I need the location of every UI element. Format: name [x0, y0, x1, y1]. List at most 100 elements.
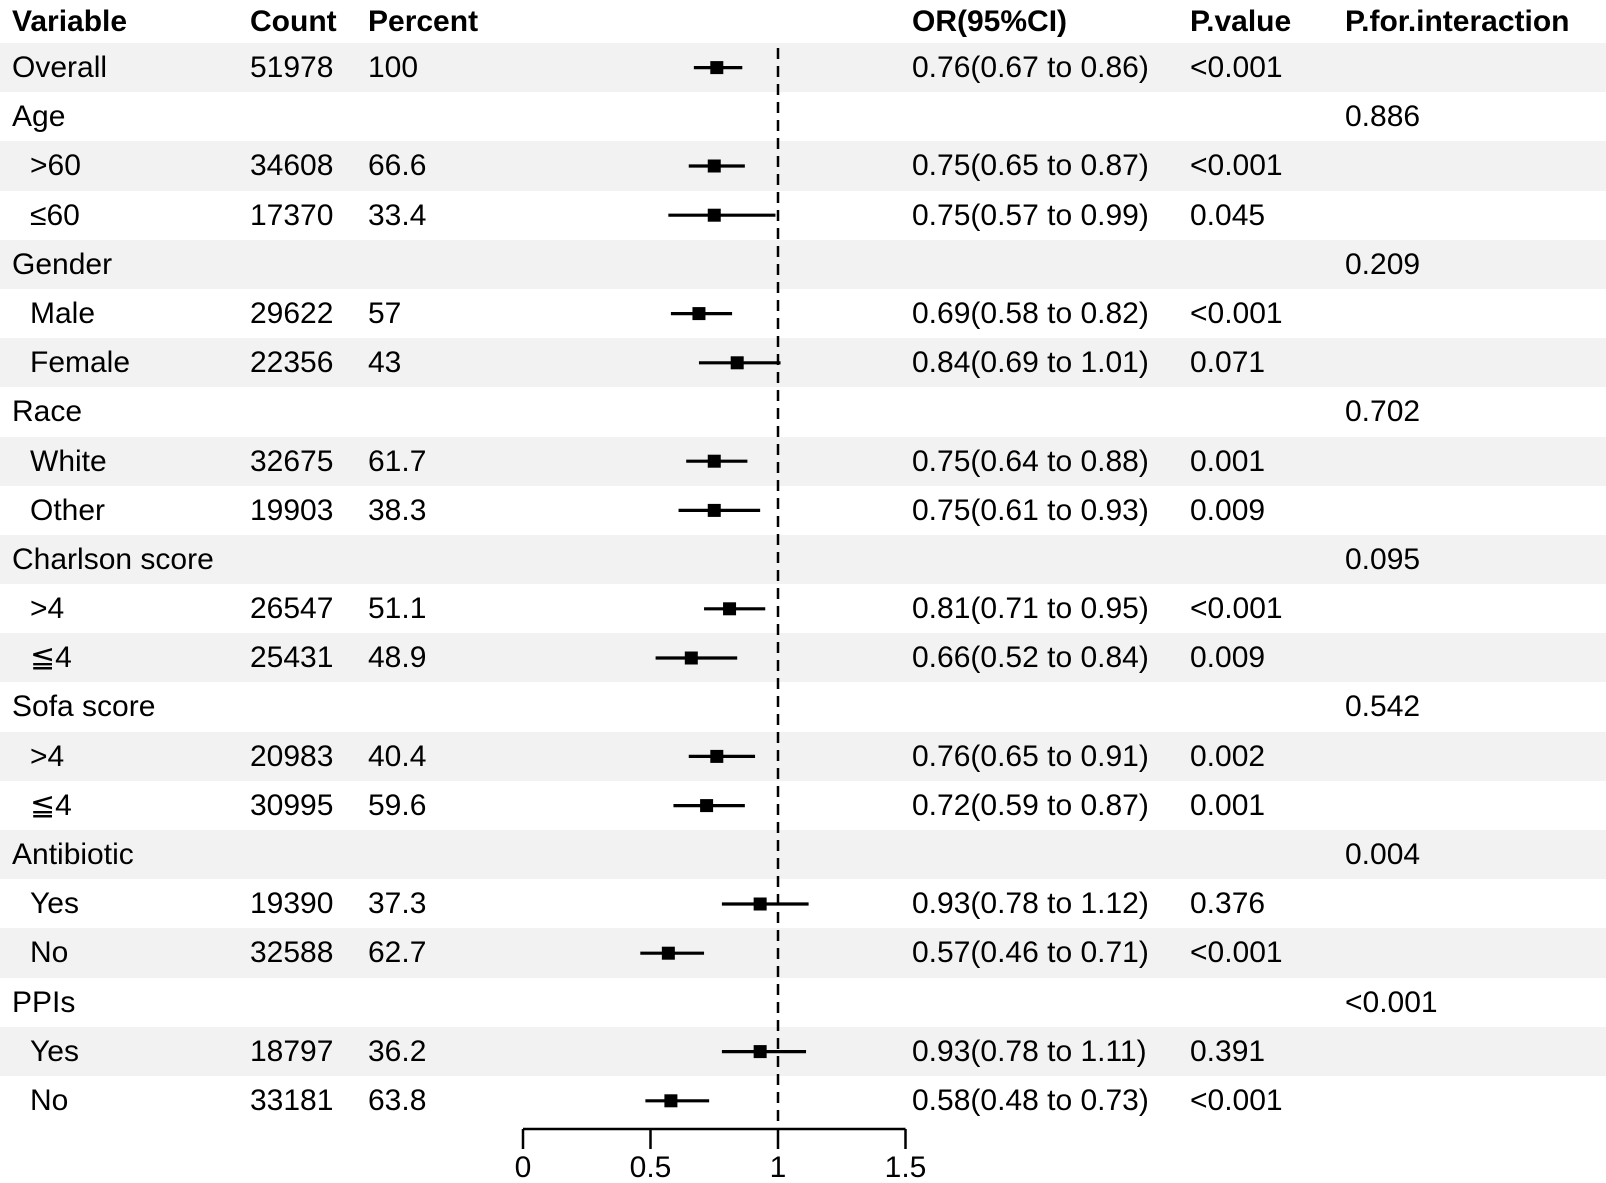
count-cell: 26547 — [250, 592, 334, 626]
or-ci-cell: 0.75(0.64 to 0.88) — [912, 444, 1149, 478]
variable-cell: >4 — [30, 592, 65, 626]
table-row: Overall 51978 100 0.76(0.67 to 0.86) <0.001 — [0, 43, 1606, 93]
variable-cell: Age — [12, 100, 66, 134]
variable-cell: No — [30, 936, 69, 970]
count-cell: 51978 — [250, 51, 334, 84]
percent-cell: 43 — [368, 346, 402, 380]
p-value-cell: 0.376 — [1190, 887, 1266, 921]
p-value-cell: <0.001 — [1190, 51, 1283, 84]
variable-cell: PPIs — [12, 985, 76, 1019]
or-ci-cell: 0.75(0.61 to 0.93) — [912, 493, 1149, 527]
variable-cell: Race — [12, 395, 83, 429]
column-header-or-ci: OR(95%CI) — [912, 5, 1068, 38]
p-value-cell: 0.001 — [1190, 444, 1266, 478]
variable-cell: Male — [30, 296, 96, 330]
count-cell: 34608 — [250, 149, 334, 183]
p-value-cell: 0.001 — [1190, 788, 1266, 822]
table-row: >4 26547 51.1 0.81(0.71 to 0.95) <0.001 — [0, 584, 1606, 633]
p-interaction-cell: 0.209 — [1345, 247, 1421, 281]
or-ci-cell: 0.75(0.65 to 0.87) — [912, 149, 1149, 183]
percent-cell: 36.2 — [368, 1034, 427, 1068]
p-value-cell: <0.001 — [1190, 149, 1283, 183]
column-header-percent: Percent — [368, 5, 479, 38]
percent-cell: 100 — [368, 51, 419, 84]
percent-cell: 40.4 — [368, 739, 427, 773]
or-ci-cell: 0.81(0.71 to 0.95) — [912, 592, 1149, 626]
variable-cell: Female — [30, 346, 131, 380]
percent-cell: 38.3 — [368, 493, 427, 527]
p-value-cell: 0.391 — [1190, 1034, 1266, 1068]
percent-cell: 33.4 — [368, 198, 427, 232]
p-value-cell: 0.009 — [1190, 493, 1266, 527]
count-cell: 25431 — [250, 641, 334, 675]
percent-cell: 62.7 — [368, 936, 427, 970]
count-cell: 19903 — [250, 493, 334, 527]
percent-cell: 61.7 — [368, 444, 427, 478]
count-cell: 19390 — [250, 887, 334, 921]
x-axis-tick-label: 0.5 — [630, 1151, 672, 1183]
variable-cell: Overall — [12, 51, 108, 84]
table-row: Sofa score 0.542 — [0, 682, 1606, 731]
column-header-p-value: P.value — [1190, 5, 1292, 38]
percent-cell: 37.3 — [368, 887, 427, 921]
p-interaction-cell: <0.001 — [1345, 985, 1438, 1019]
percent-cell: 48.9 — [368, 641, 427, 675]
p-value-cell: <0.001 — [1190, 1083, 1283, 1117]
or-ci-cell: 0.93(0.78 to 1.12) — [912, 887, 1149, 921]
or-ci-cell: 0.84(0.69 to 1.01) — [912, 346, 1149, 380]
count-cell: 17370 — [250, 198, 334, 232]
p-interaction-cell: 0.542 — [1345, 690, 1421, 724]
table-row: Male 29622 57 0.69(0.58 to 0.82) <0.001 — [0, 289, 1606, 338]
p-interaction-cell: 0.004 — [1345, 838, 1421, 871]
table-row: Other 19903 38.3 0.75(0.61 to 0.93) 0.009 — [0, 486, 1606, 535]
table-row: >60 34608 66.6 0.75(0.65 to 0.87) <0.001 — [0, 141, 1606, 191]
percent-cell: 51.1 — [368, 592, 427, 626]
or-ci-cell: 0.75(0.57 to 0.99) — [912, 198, 1149, 232]
table-row: Yes 18797 36.2 0.93(0.78 to 1.11) 0.391 — [0, 1026, 1606, 1076]
variable-cell: White — [30, 444, 107, 478]
percent-cell: 66.6 — [368, 149, 427, 183]
table-row: ≦4 25431 48.9 0.66(0.52 to 0.84) 0.009 — [0, 633, 1606, 683]
x-axis-tick-label: 1 — [770, 1151, 787, 1183]
or-ci-cell: 0.58(0.48 to 0.73) — [912, 1083, 1149, 1117]
variable-cell: Yes — [30, 1034, 79, 1068]
p-interaction-cell: 0.095 — [1345, 542, 1421, 576]
or-ci-cell: 0.69(0.58 to 0.82) — [912, 296, 1149, 330]
table-row: PPIs <0.001 — [0, 978, 1606, 1027]
count-cell: 22356 — [250, 346, 334, 380]
variable-cell: ≤60 — [30, 198, 80, 232]
table-row: Yes 19390 37.3 0.93(0.78 to 1.12) 0.376 — [0, 879, 1606, 928]
variable-cell: Other — [30, 493, 106, 527]
table-header-row: Variable Count Percent OR(95%CI) P.value… — [0, 0, 1606, 43]
variable-cell: >60 — [30, 149, 81, 183]
variable-cell: Antibiotic — [12, 838, 134, 871]
table-row: No 32588 62.7 0.57(0.46 to 0.71) <0.001 — [0, 928, 1606, 978]
table-row: ≦4 30995 59.6 0.72(0.59 to 0.87) 0.001 — [0, 781, 1606, 830]
percent-cell: 57 — [368, 296, 402, 330]
p-interaction-cell: 0.886 — [1345, 100, 1421, 134]
table-row: Charlson score 0.095 — [0, 534, 1606, 585]
table-row: Female 22356 43 0.84(0.69 to 1.01) 0.071 — [0, 338, 1606, 388]
or-ci-cell: 0.76(0.67 to 0.86) — [912, 51, 1149, 84]
variable-cell: Charlson score — [12, 542, 214, 576]
column-header-p-interaction: P.for.interaction — [1345, 5, 1570, 38]
variable-cell: Yes — [30, 887, 79, 921]
table-row: Age 0.886 — [0, 92, 1606, 141]
count-cell: 29622 — [250, 296, 334, 330]
p-value-cell: 0.009 — [1190, 641, 1266, 675]
count-cell: 18797 — [250, 1034, 334, 1068]
table-body: Overall 51978 100 0.76(0.67 to 0.86) <0.001 A… — [0, 43, 1606, 1125]
column-header-count: Count — [250, 5, 337, 38]
p-value-cell: <0.001 — [1190, 936, 1283, 970]
table-row: Race 0.702 — [0, 387, 1606, 436]
percent-cell: 59.6 — [368, 788, 427, 822]
variable-cell: >4 — [30, 739, 65, 773]
p-value-cell: <0.001 — [1190, 296, 1283, 330]
variable-cell: Sofa score — [12, 690, 156, 724]
count-cell: 30995 — [250, 788, 334, 822]
variable-cell: ≦4 — [30, 641, 72, 675]
variable-cell: Gender — [12, 247, 113, 281]
p-value-cell: <0.001 — [1190, 592, 1283, 626]
p-value-cell: 0.002 — [1190, 739, 1266, 773]
